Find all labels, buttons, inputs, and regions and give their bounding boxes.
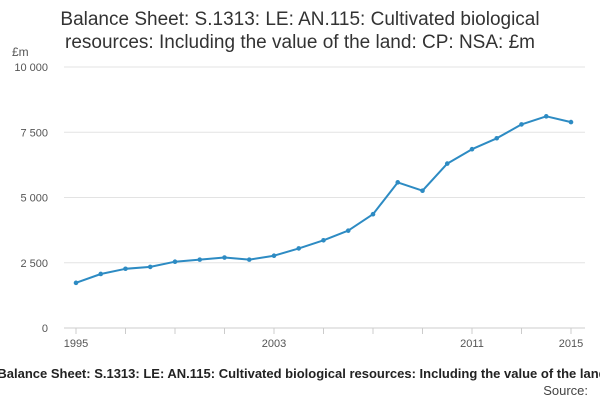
data-point — [197, 257, 203, 262]
chart-title-line-1: Balance Sheet: S.1313: LE: AN.115: Culti… — [60, 9, 540, 30]
data-point — [271, 253, 277, 259]
y-tick-label: 0 — [42, 323, 48, 335]
series-line — [75, 115, 572, 284]
y-tick-label: 5 000 — [20, 193, 48, 205]
data-point — [172, 259, 178, 265]
data-point — [123, 266, 128, 272]
data-point — [494, 135, 500, 141]
legend-series-name: Balance Sheet: S.1313: LE: AN.115: Culti… — [0, 366, 600, 381]
y-tick-label: 2 500 — [20, 258, 48, 270]
x-tick-label: 2015 — [559, 338, 583, 350]
data-point — [444, 161, 450, 166]
data-point — [395, 180, 401, 185]
data-point — [73, 280, 79, 286]
data-point — [568, 119, 574, 125]
data-point — [98, 271, 104, 277]
source-label: Source: — [543, 383, 588, 398]
data-point — [519, 122, 524, 127]
x-tick-label: 2003 — [262, 338, 286, 350]
y-tick-label: 7 500 — [20, 127, 48, 139]
y-axis-unit-label: £m — [12, 45, 29, 59]
data-point — [370, 211, 376, 217]
chart-title: Balance Sheet: S.1313: LE: AN.115: Culti… — [0, 8, 600, 54]
data-point — [345, 228, 351, 233]
data-point — [321, 238, 326, 243]
data-point — [420, 188, 425, 194]
data-point — [296, 246, 302, 251]
x-tick-label: 2011 — [460, 338, 484, 350]
data-point — [147, 264, 153, 270]
data-point — [543, 114, 549, 119]
data-point — [469, 146, 475, 152]
data-point — [222, 255, 227, 260]
data-point — [246, 257, 252, 262]
y-tick-label: 10 000 — [14, 62, 48, 74]
chart-title-line-2: resources: Including the value of the la… — [65, 32, 535, 53]
x-tick-label: 1995 — [64, 338, 88, 350]
